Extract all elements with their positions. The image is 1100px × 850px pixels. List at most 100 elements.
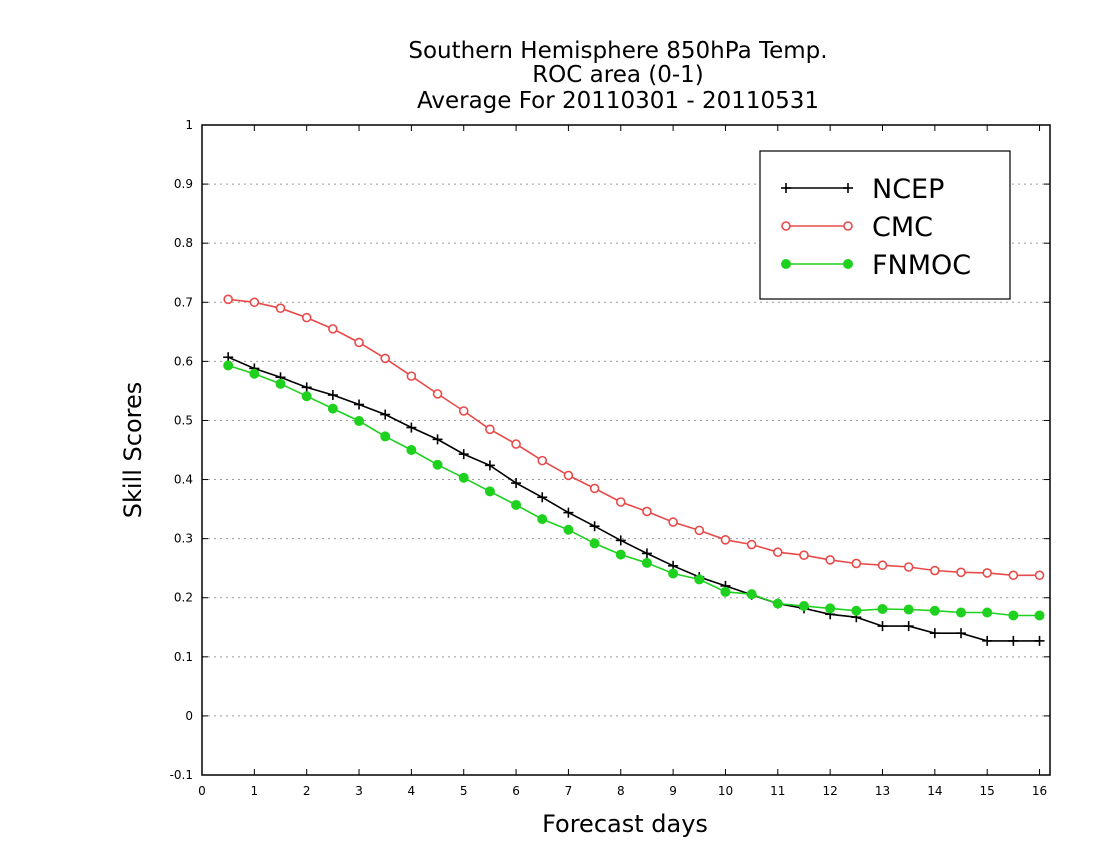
data-point xyxy=(223,360,234,371)
x-tick-label: 0 xyxy=(198,784,206,798)
data-point xyxy=(720,535,731,545)
data-point xyxy=(380,409,391,420)
data-point xyxy=(851,605,862,616)
x-tick-label: 1 xyxy=(251,784,259,798)
data-point xyxy=(354,337,364,348)
data-point xyxy=(458,449,469,460)
chart-title: Southern Hemisphere 850hPa Temp.ROC area… xyxy=(408,38,827,114)
data-point xyxy=(956,628,967,639)
data-point xyxy=(406,445,417,455)
data-point xyxy=(903,604,914,615)
data-point xyxy=(929,628,940,639)
data-point xyxy=(641,557,652,568)
data-point xyxy=(956,567,966,578)
data-point xyxy=(301,382,312,393)
x-tick-label: 2 xyxy=(303,784,311,798)
x-tick-label: 13 xyxy=(875,784,890,798)
data-point xyxy=(694,525,705,536)
data-point xyxy=(589,538,600,549)
data-point xyxy=(537,455,548,466)
data-point xyxy=(930,565,940,576)
data-point xyxy=(772,598,783,609)
data-point xyxy=(432,389,443,399)
y-tick-label: 0.8 xyxy=(174,236,193,250)
data-point xyxy=(1034,635,1045,646)
data-point xyxy=(380,353,391,364)
data-point xyxy=(249,368,260,379)
y-tick-label: -0.1 xyxy=(170,768,193,782)
data-point xyxy=(825,603,836,614)
data-point xyxy=(249,297,260,308)
data-point xyxy=(799,550,809,560)
legend-item-cmc: CMC xyxy=(781,212,933,243)
legend-marker xyxy=(781,183,791,193)
legend-marker xyxy=(843,183,853,193)
y-tick-label: 0.9 xyxy=(174,177,193,191)
data-point xyxy=(223,294,233,305)
x-axis: 0 1 2 3 4 5 6 7 8 9 10 11 12 13 14 15 16 xyxy=(198,125,1047,798)
legend-marker xyxy=(781,221,791,231)
data-point xyxy=(1034,610,1045,621)
data-point xyxy=(354,416,365,427)
data-point xyxy=(380,431,391,442)
data-point xyxy=(328,324,338,334)
data-point xyxy=(406,422,417,433)
data-point xyxy=(877,603,888,614)
data-point xyxy=(432,459,443,470)
data-point xyxy=(825,555,835,565)
data-point xyxy=(982,635,993,646)
data-point xyxy=(668,568,679,579)
data-point xyxy=(641,548,652,559)
series-fnmoc xyxy=(223,360,1045,621)
series-line xyxy=(228,298,1040,577)
series-line xyxy=(227,364,1040,617)
y-tick-label: 0.1 xyxy=(174,650,193,664)
data-point xyxy=(275,378,286,389)
x-tick-label: 16 xyxy=(1032,784,1047,798)
data-point xyxy=(642,506,652,517)
data-point xyxy=(615,549,626,560)
x-tick-label: 11 xyxy=(770,784,785,798)
data-point xyxy=(511,478,522,489)
y-tick-label: 0.6 xyxy=(174,354,193,368)
data-point xyxy=(484,460,495,471)
data-point xyxy=(877,560,888,571)
data-point xyxy=(1008,610,1019,621)
data-point xyxy=(511,499,522,510)
data-point xyxy=(327,390,338,401)
data-point xyxy=(458,472,469,483)
x-tick-label: 8 xyxy=(617,784,625,798)
data-point xyxy=(406,371,417,381)
data-point xyxy=(773,547,783,558)
x-tick-label: 6 xyxy=(512,784,520,798)
data-point xyxy=(485,424,495,435)
data-point xyxy=(903,562,914,572)
y-tick-label: 0.3 xyxy=(174,532,193,546)
data-point xyxy=(982,607,993,618)
series-layer xyxy=(223,294,1045,646)
x-tick-label: 5 xyxy=(460,784,468,798)
y-tick-label: 0 xyxy=(185,709,193,723)
data-point xyxy=(851,558,862,569)
series-ncep xyxy=(223,352,1045,646)
legend-marker xyxy=(843,221,853,231)
data-point xyxy=(563,470,574,481)
data-point xyxy=(354,399,365,410)
data-point xyxy=(537,514,548,525)
plot-frame xyxy=(201,124,1051,776)
data-point xyxy=(877,621,888,632)
data-point xyxy=(327,403,338,414)
data-point xyxy=(301,391,312,402)
data-point xyxy=(537,492,548,503)
data-point xyxy=(798,601,809,611)
legend-label: NCEP xyxy=(872,174,944,205)
legend-marker xyxy=(843,259,853,269)
data-point xyxy=(1008,635,1019,646)
x-axis-title: Forecast days xyxy=(542,810,708,838)
series-cmc xyxy=(223,294,1045,581)
legend-marker xyxy=(781,259,791,269)
data-point xyxy=(982,568,992,578)
chart-title-line: Southern Hemisphere 850hPa Temp. xyxy=(408,38,827,64)
data-point xyxy=(484,486,495,497)
